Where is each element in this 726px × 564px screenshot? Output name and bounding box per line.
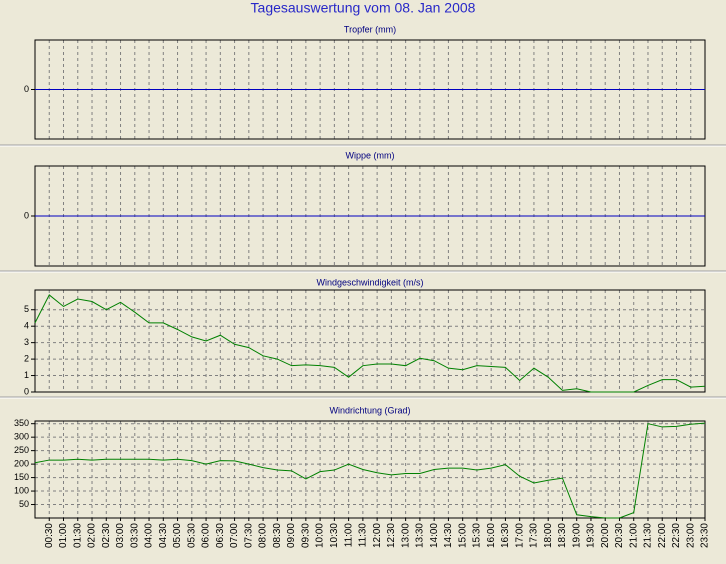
chart-subtitle: Windrichtung (Grad) [329,405,410,415]
y-tick-label: 100 [14,485,29,495]
x-tick-label: 06:00 [201,523,212,548]
x-tick-label: 18:30 [557,523,568,548]
y-tick-label: 3 [24,337,29,347]
chart-subtitle: Tropfer (mm) [344,24,396,34]
x-tick-label: 19:30 [586,523,597,548]
x-tick-label: 14:00 [429,523,440,548]
x-tick-label: 20:00 [600,523,611,548]
x-tick-label: 09:00 [286,523,297,548]
x-tick-label: 13:30 [415,523,426,548]
y-tick-label: 250 [14,445,29,455]
x-tick-label: 17:30 [529,523,540,548]
x-tick-label: 15:30 [472,523,483,548]
x-tick-label: 01:00 [58,523,69,548]
chart-subtitle: Wippe (mm) [346,150,395,160]
x-tick-label: 16:00 [486,523,497,548]
x-tick-label: 06:30 [215,523,226,548]
x-tick-label: 23:00 [685,523,696,548]
x-tick-label: 18:00 [543,523,554,548]
y-tick-label: 350 [14,418,29,428]
y-tick-label: 4 [24,321,29,331]
y-tick-label: 200 [14,458,29,468]
y-tick-label: 50 [19,499,29,509]
x-tick-label: 10:30 [329,523,340,548]
x-tick-label: 20:30 [614,523,625,548]
y-tick-label: 5 [24,304,29,314]
y-tick-label: 0 [24,386,29,396]
x-tick-label: 14:30 [443,523,454,548]
x-tick-label: 21:00 [628,523,639,548]
plot-frame [34,420,706,519]
page-title: Tagesauswertung vom 08. Jan 2008 [251,0,476,16]
chart-subtitle: Windgeschwindigkeit (m/s) [316,277,423,287]
y-tick-label: 300 [14,432,29,442]
x-tick-label: 22:00 [657,523,668,548]
x-tick-label: 19:00 [571,523,582,548]
y-tick-label: 2 [24,353,29,363]
x-tick-label: 04:30 [158,523,169,548]
x-tick-label: 04:00 [144,523,155,548]
x-tick-label: 02:00 [87,523,98,548]
x-tick-label: 07:30 [243,523,254,548]
y-tick-label: 1 [24,370,29,380]
x-tick-label: 07:00 [229,523,240,548]
x-tick-label: 00:30 [44,523,55,548]
x-tick-label: 15:00 [457,523,468,548]
x-tick-label: 02:30 [101,523,112,548]
data-line [34,422,706,519]
x-tick-label: 03:30 [129,523,140,548]
x-tick-label: 12:30 [386,523,397,548]
x-tick-label: 22:30 [671,523,682,548]
x-tick-label: 17:00 [514,523,525,548]
x-tick-label: 21:30 [643,523,654,548]
x-tick-label: 08:30 [272,523,283,548]
x-tick-label: 12:00 [372,523,383,548]
x-tick-label: 05:00 [172,523,183,548]
x-tick-label: 16:30 [500,523,511,548]
y-tick-label: 0 [24,84,29,94]
x-tick-label: 01:30 [72,523,83,548]
x-tick-label: 11:00 [343,523,354,548]
x-tick-label: 05:30 [186,523,197,548]
data-line [34,294,706,393]
plot-frame [34,289,706,393]
x-tick-label: 13:00 [400,523,411,548]
x-tick-label: 09:30 [300,523,311,548]
x-tick-label: 10:00 [315,523,326,548]
y-tick-label: 150 [14,472,29,482]
x-tick-label: 23:30 [700,523,711,548]
x-tick-label: 03:00 [115,523,126,548]
x-tick-label: 11:30 [358,523,369,548]
y-tick-label: 0 [24,210,29,220]
x-tick-label: 08:00 [258,523,269,548]
